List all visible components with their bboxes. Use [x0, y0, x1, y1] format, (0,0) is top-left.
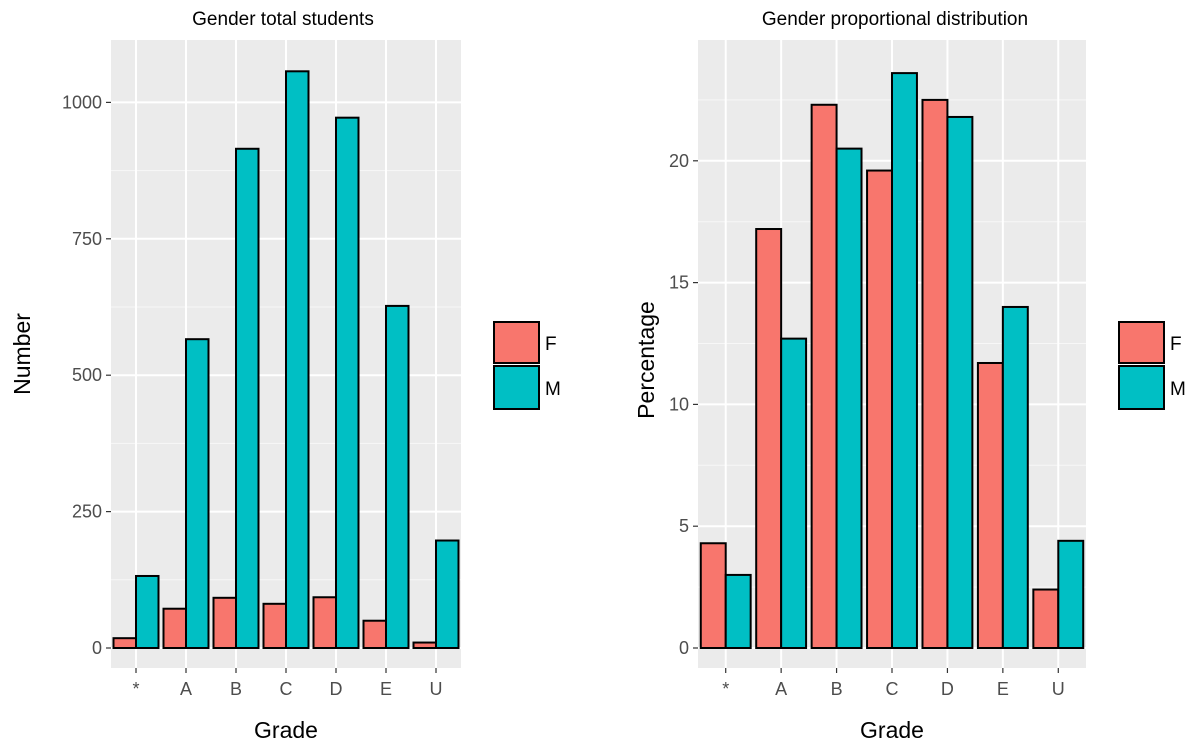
bar-m-star — [135, 574, 160, 649]
legend: F M — [493, 321, 561, 410]
x-tick-label: * — [132, 679, 139, 699]
legend-key-f — [1118, 321, 1165, 364]
y-axis-label: Number — [9, 313, 35, 395]
x-tick-label: B — [230, 679, 242, 699]
bar-m-b — [235, 147, 260, 649]
bar-f-star — [112, 637, 137, 649]
y-tick-label: 20 — [669, 151, 689, 171]
x-tick-label: E — [380, 679, 392, 699]
y-tick-label: 10 — [669, 394, 689, 414]
bar-f-star — [699, 542, 727, 650]
chart-gender-total: Gender total students 0 250 500 750 1000 * A B… — [9, 9, 561, 743]
legend-label-m: M — [1170, 379, 1186, 400]
y-tick-label: 750 — [72, 229, 102, 249]
bar-m-u — [435, 539, 460, 649]
y-tick-label: 250 — [72, 502, 102, 522]
legend-key-m — [493, 365, 540, 410]
x-tick-label: E — [997, 679, 1009, 699]
legend-label-f: F — [1170, 334, 1182, 355]
chart-title: Gender total students — [192, 9, 374, 30]
x-tick-label: * — [722, 679, 729, 699]
legend-label-f: F — [545, 334, 557, 355]
x-tick-label: C — [886, 679, 899, 699]
bar-f-u — [1032, 588, 1060, 650]
bar-m-c — [285, 70, 310, 650]
bar-m-a — [780, 337, 808, 649]
x-tick-label: A — [775, 679, 787, 699]
legend-key-m — [1118, 365, 1165, 410]
bar-m-d — [335, 116, 360, 649]
x-tick-label: B — [831, 679, 843, 699]
x-tick-label: U — [1052, 679, 1065, 699]
chart-title: Gender proportional distribution — [762, 9, 1028, 30]
x-tick-label: U — [430, 679, 443, 699]
bar-m-star — [724, 573, 752, 649]
bar-f-b — [810, 103, 838, 650]
bar-m-d — [946, 115, 974, 649]
y-tick-label: 500 — [72, 365, 102, 385]
bar-f-u — [412, 641, 437, 650]
y-tick-label: 0 — [679, 638, 689, 658]
x-tick-label: D — [330, 679, 343, 699]
y-tick-label: 1000 — [62, 92, 102, 112]
y-tick-label: 15 — [669, 273, 689, 293]
bar-f-a — [755, 228, 783, 649]
bar-m-b — [835, 147, 863, 649]
y-tick-label: 0 — [92, 638, 102, 658]
x-axis-label: Grade — [254, 717, 318, 743]
legend-key-f — [493, 321, 540, 364]
bar-f-d — [312, 596, 337, 650]
bar-m-a — [185, 338, 210, 649]
bar-f-b — [212, 596, 237, 650]
x-axis-label: Grade — [860, 717, 924, 743]
bar-f-e — [976, 361, 1004, 649]
x-tick-label: A — [180, 679, 192, 699]
chart-gender-proportional: Gender proportional distribution 0 5 10 15 2… — [633, 9, 1186, 743]
bar-m-c — [891, 72, 918, 649]
bar-f-a — [162, 607, 187, 649]
legend-label-m: M — [545, 379, 561, 400]
y-axis-label: Percentage — [633, 301, 659, 419]
bar-f-e — [362, 619, 387, 649]
y-tick-label: 5 — [679, 516, 689, 536]
bar-m-e — [1001, 305, 1029, 649]
bar-f-d — [921, 98, 949, 649]
x-tick-label: D — [941, 679, 954, 699]
bar-m-u — [1057, 539, 1085, 649]
x-tick-label: C — [280, 679, 293, 699]
bar-f-c — [262, 602, 287, 649]
bar-f-c — [866, 169, 893, 649]
bar-m-e — [385, 304, 410, 649]
legend: F M — [1118, 321, 1186, 410]
